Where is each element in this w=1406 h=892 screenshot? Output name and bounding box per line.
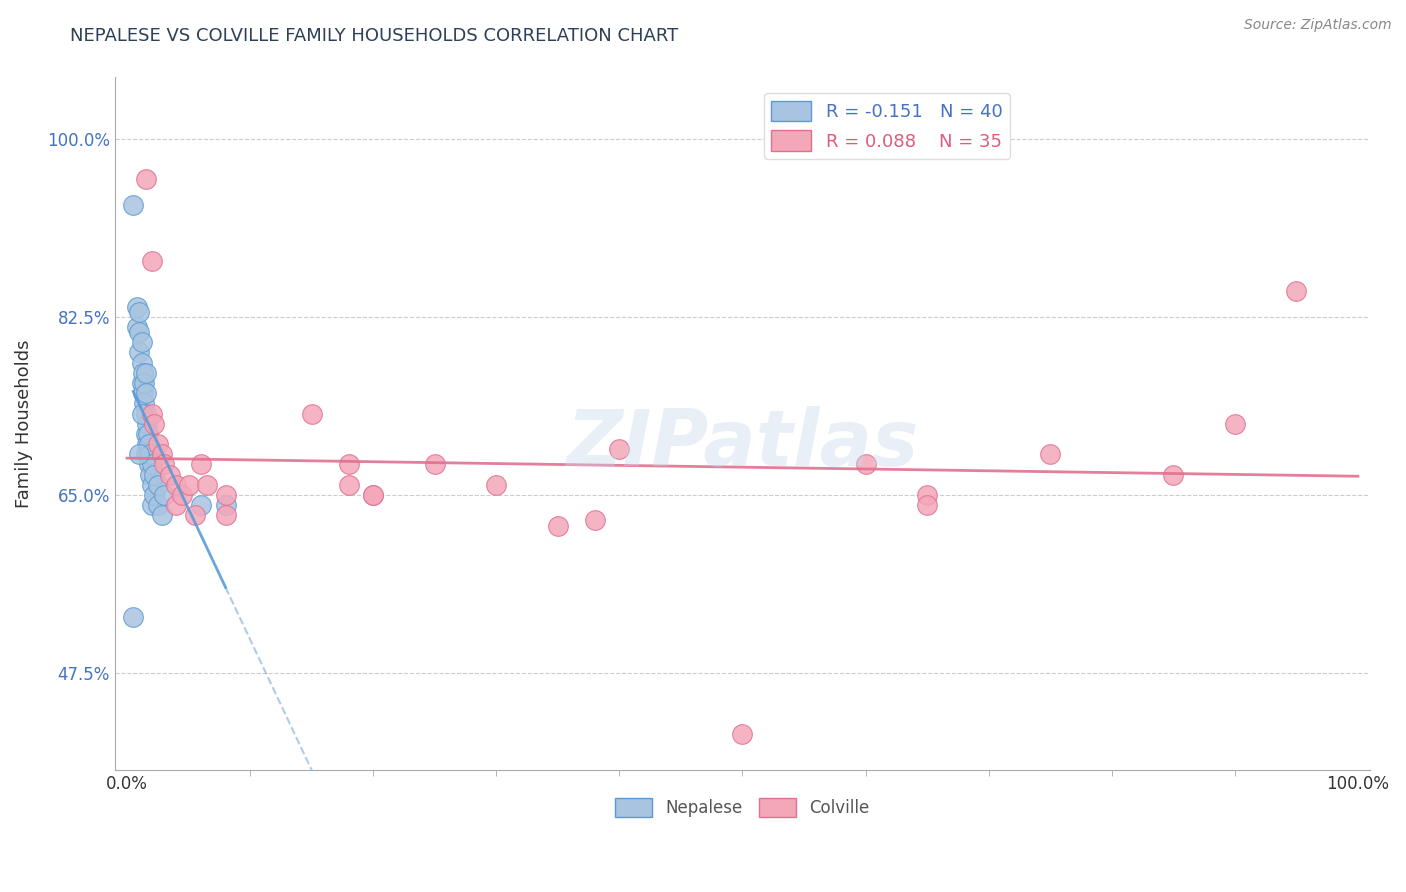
Point <box>128 325 150 339</box>
Point <box>915 488 938 502</box>
Point <box>583 513 606 527</box>
Point <box>139 447 162 461</box>
Point <box>1039 447 1062 461</box>
Point <box>150 447 173 461</box>
Point <box>153 488 176 502</box>
Point <box>143 467 166 482</box>
Point <box>131 376 153 390</box>
Point <box>134 172 156 186</box>
Point <box>135 417 157 431</box>
Point <box>361 488 384 502</box>
Point <box>485 478 508 492</box>
Point <box>423 458 446 472</box>
Point <box>132 366 155 380</box>
Point <box>337 478 360 492</box>
Point <box>134 426 156 441</box>
Point <box>146 437 169 451</box>
Text: Source: ZipAtlas.com: Source: ZipAtlas.com <box>1244 18 1392 32</box>
Point <box>547 518 569 533</box>
Point <box>143 417 166 431</box>
Point <box>146 478 169 492</box>
Point <box>125 300 148 314</box>
Point <box>1223 417 1246 431</box>
Point <box>125 320 148 334</box>
Point <box>337 458 360 472</box>
Point <box>136 447 159 461</box>
Point <box>190 458 212 472</box>
Point <box>214 498 236 512</box>
Point <box>172 488 194 502</box>
Point <box>136 426 159 441</box>
Point <box>1161 467 1184 482</box>
Point <box>1285 285 1308 299</box>
Point <box>609 442 631 457</box>
Point <box>915 498 938 512</box>
Point <box>165 498 187 512</box>
Point <box>141 498 163 512</box>
Point <box>134 407 156 421</box>
Point <box>141 458 163 472</box>
Y-axis label: Family Households: Family Households <box>15 340 32 508</box>
Point <box>184 508 207 523</box>
Legend: Nepalese, Colville: Nepalese, Colville <box>609 791 876 824</box>
Point <box>141 407 163 421</box>
Point <box>731 727 754 741</box>
Point <box>128 447 150 461</box>
Point <box>128 345 150 359</box>
Point <box>131 335 153 350</box>
Point <box>135 437 157 451</box>
Point <box>177 478 200 492</box>
Point <box>214 488 236 502</box>
Point <box>301 407 323 421</box>
Point <box>131 356 153 370</box>
Point <box>128 304 150 318</box>
Point <box>131 407 153 421</box>
Point <box>132 386 155 401</box>
Point <box>134 386 156 401</box>
Point <box>134 396 156 410</box>
Text: NEPALESE VS COLVILLE FAMILY HOUSEHOLDS CORRELATION CHART: NEPALESE VS COLVILLE FAMILY HOUSEHOLDS C… <box>70 27 679 45</box>
Point <box>134 366 156 380</box>
Point <box>141 253 163 268</box>
Point <box>134 447 156 461</box>
Point <box>138 458 160 472</box>
Point <box>122 198 145 212</box>
Point <box>122 610 145 624</box>
Point <box>141 478 163 492</box>
Point <box>165 478 187 492</box>
Text: ZIPatlas: ZIPatlas <box>567 407 918 483</box>
Point <box>143 488 166 502</box>
Point <box>138 437 160 451</box>
Point <box>159 467 181 482</box>
Point <box>195 478 218 492</box>
Point <box>855 458 877 472</box>
Point <box>361 488 384 502</box>
Point <box>150 508 173 523</box>
Point <box>214 508 236 523</box>
Point <box>146 498 169 512</box>
Point <box>153 458 176 472</box>
Point <box>134 376 156 390</box>
Point <box>139 467 162 482</box>
Point <box>190 498 212 512</box>
